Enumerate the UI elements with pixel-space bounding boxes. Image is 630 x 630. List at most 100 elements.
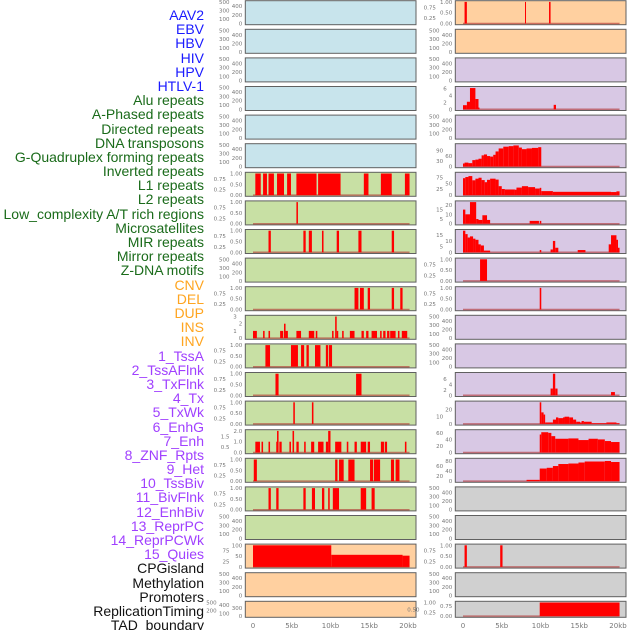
data-bar [541, 432, 549, 453]
data-bar [535, 188, 540, 196]
y-tick-label: 500 [429, 515, 440, 521]
data-bar [390, 459, 395, 482]
y-tick-label: 500 [429, 572, 440, 578]
track-label: 7_Enh [163, 432, 204, 449]
y-tick-label: 0 [239, 50, 243, 56]
y-tick-label: 0.50 [230, 354, 243, 360]
y-tick-label: 20 [445, 203, 452, 209]
data-bar [608, 244, 612, 253]
track-panel: 0.000.250.500.751.00 [214, 400, 417, 428]
data-bar [616, 191, 620, 196]
y-tick-label: 500 [429, 29, 440, 35]
x-tick-label: 0 [251, 622, 255, 630]
y-tick-label: 10 [436, 415, 443, 421]
y-tick-label: 0.00 [440, 614, 453, 620]
y-tick-label: 0 [449, 336, 453, 342]
data-bar [463, 178, 466, 196]
data-bar [276, 488, 279, 510]
y-tick-label: 0 [449, 50, 453, 56]
panel-background [244, 457, 417, 483]
y-tick-label: 200 [232, 13, 243, 19]
data-bar [539, 402, 542, 424]
data-bar [539, 602, 620, 617]
y-tick-label: 100 [219, 611, 230, 617]
data-bar [311, 488, 315, 510]
data-bar [525, 1, 526, 24]
data-bar [335, 316, 337, 339]
data-bar [473, 238, 476, 253]
data-bar [325, 345, 329, 367]
y-tick-label: 0.50 [230, 240, 243, 246]
y-tick-label: 0 [239, 22, 243, 28]
data-bar [591, 423, 607, 424]
data-bar [516, 187, 522, 196]
y-tick-label: 0.75 [214, 349, 227, 355]
y-tick-label: 500 [219, 515, 230, 521]
y-tick-label: 1.00 [230, 200, 243, 206]
y-tick-label: 0 [449, 479, 453, 485]
data-bar [360, 441, 367, 453]
y-tick-label: 5 [440, 217, 444, 223]
y-tick-label: 400 [232, 147, 243, 153]
data-bar [555, 438, 569, 453]
y-tick-label: 0.25 [214, 388, 227, 394]
data-bar [390, 330, 396, 339]
data-bar [318, 173, 341, 196]
y-tick-label: 300 [219, 266, 230, 272]
data-bar [487, 219, 491, 224]
data-bar [564, 416, 570, 424]
y-tick-label: 400 [442, 319, 453, 325]
data-bar [311, 402, 314, 424]
track-panel: 0.000.250.500.751.00 [214, 200, 417, 228]
y-tick-label: 300 [429, 581, 440, 587]
track-panel: 0.000.250.500.751.00 [214, 229, 417, 256]
track-label: 6_EnhG [152, 418, 204, 435]
y-tick-label: 300 [219, 9, 230, 15]
y-tick-label: 0.25 [214, 302, 227, 308]
track-label: EBV [175, 21, 204, 38]
data-bar [501, 188, 505, 196]
y-tick-label: 0 [449, 222, 453, 228]
track-label: Methylation [132, 574, 204, 591]
track-label: Microsatellites [115, 219, 204, 236]
y-tick-label: 200 [232, 70, 243, 76]
data-bar [597, 439, 605, 453]
data-bar [265, 345, 271, 367]
y-tick-label: 0.00 [440, 565, 453, 571]
panel-background [244, 429, 417, 455]
y-tick-label: 0 [449, 393, 453, 399]
data-bar [263, 173, 267, 196]
panel-background [244, 200, 417, 226]
track-label: G-Quadruplex forming repeats [14, 148, 204, 165]
data-bar [315, 330, 318, 339]
y-tick-label: 30 [436, 159, 443, 165]
data-bar [290, 345, 298, 367]
y-tick-label: 300 [219, 581, 230, 587]
data-bar [539, 434, 542, 453]
track-label: L2 repeats [137, 191, 204, 208]
track-label: 15_Quies [144, 546, 204, 563]
y-tick-label: 0.75 [214, 291, 227, 297]
data-bar [400, 287, 403, 310]
y-tick-label: 1.00 [424, 601, 437, 607]
y-tick-label: 1.00 [230, 343, 243, 349]
y-tick-label: 0.75 [214, 177, 227, 183]
data-bar [349, 330, 355, 339]
y-tick-label: 100 [429, 46, 440, 52]
y-tick-label: 0.00 [230, 365, 243, 371]
y-tick-label: 200 [442, 127, 453, 133]
y-tick-label: 400 [442, 61, 453, 67]
data-bar [339, 459, 344, 482]
y-tick-label: 0.50 [440, 268, 453, 274]
y-tick-label: 200 [442, 499, 453, 505]
panel-background [454, 314, 627, 340]
data-bar [463, 209, 466, 224]
data-bar [526, 148, 532, 167]
data-bar [558, 464, 569, 482]
track-label: 8_ZNF_Rpts [124, 446, 204, 463]
y-tick-label: 0 [239, 165, 243, 171]
y-tick-label: 0.00 [230, 422, 243, 428]
